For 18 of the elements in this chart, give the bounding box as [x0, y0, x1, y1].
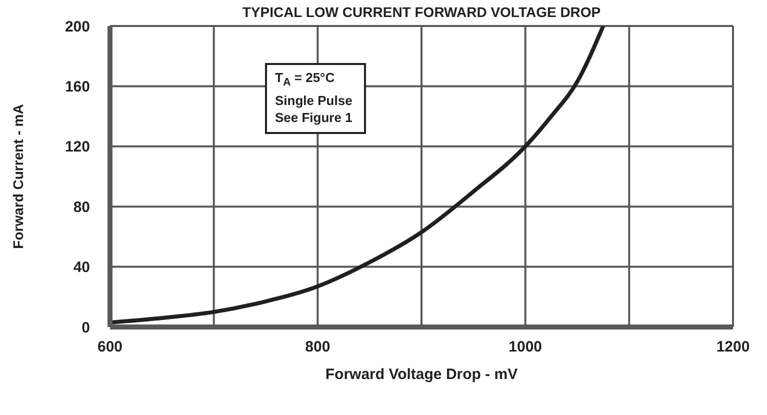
annotation: See Figure 1 [275, 108, 352, 126]
y-axis-title: Forward Current - mA [10, 104, 26, 249]
x-tick-label: 1200 [716, 338, 750, 356]
y-tick-label: 80 [73, 198, 90, 216]
x-tick-label: 1000 [508, 338, 542, 356]
line-series [110, 26, 606, 324]
y-tick-label: 160 [64, 78, 90, 96]
annotation: Single Pulse [275, 92, 352, 109]
chart-title: TYPICAL LOW CURRENT FORWARD VOLTAGE DROP [241, 4, 602, 20]
x-tick-label: 800 [305, 338, 330, 356]
y-tick-label: 40 [73, 259, 90, 276]
x-axis-title: Forward Voltage Drop - mV [325, 366, 518, 383]
y-tick-label: 0 [82, 319, 90, 336]
note-box: T$_{A}$ = 25°C Single Pulse See Figure 1 [265, 63, 366, 134]
y-tick-label: 120 [64, 138, 90, 156]
annotation: T$_{A}$ = 25°C [275, 69, 336, 91]
y-tick-label: 200 [64, 18, 90, 36]
x-tick-label: 600 [97, 338, 123, 356]
